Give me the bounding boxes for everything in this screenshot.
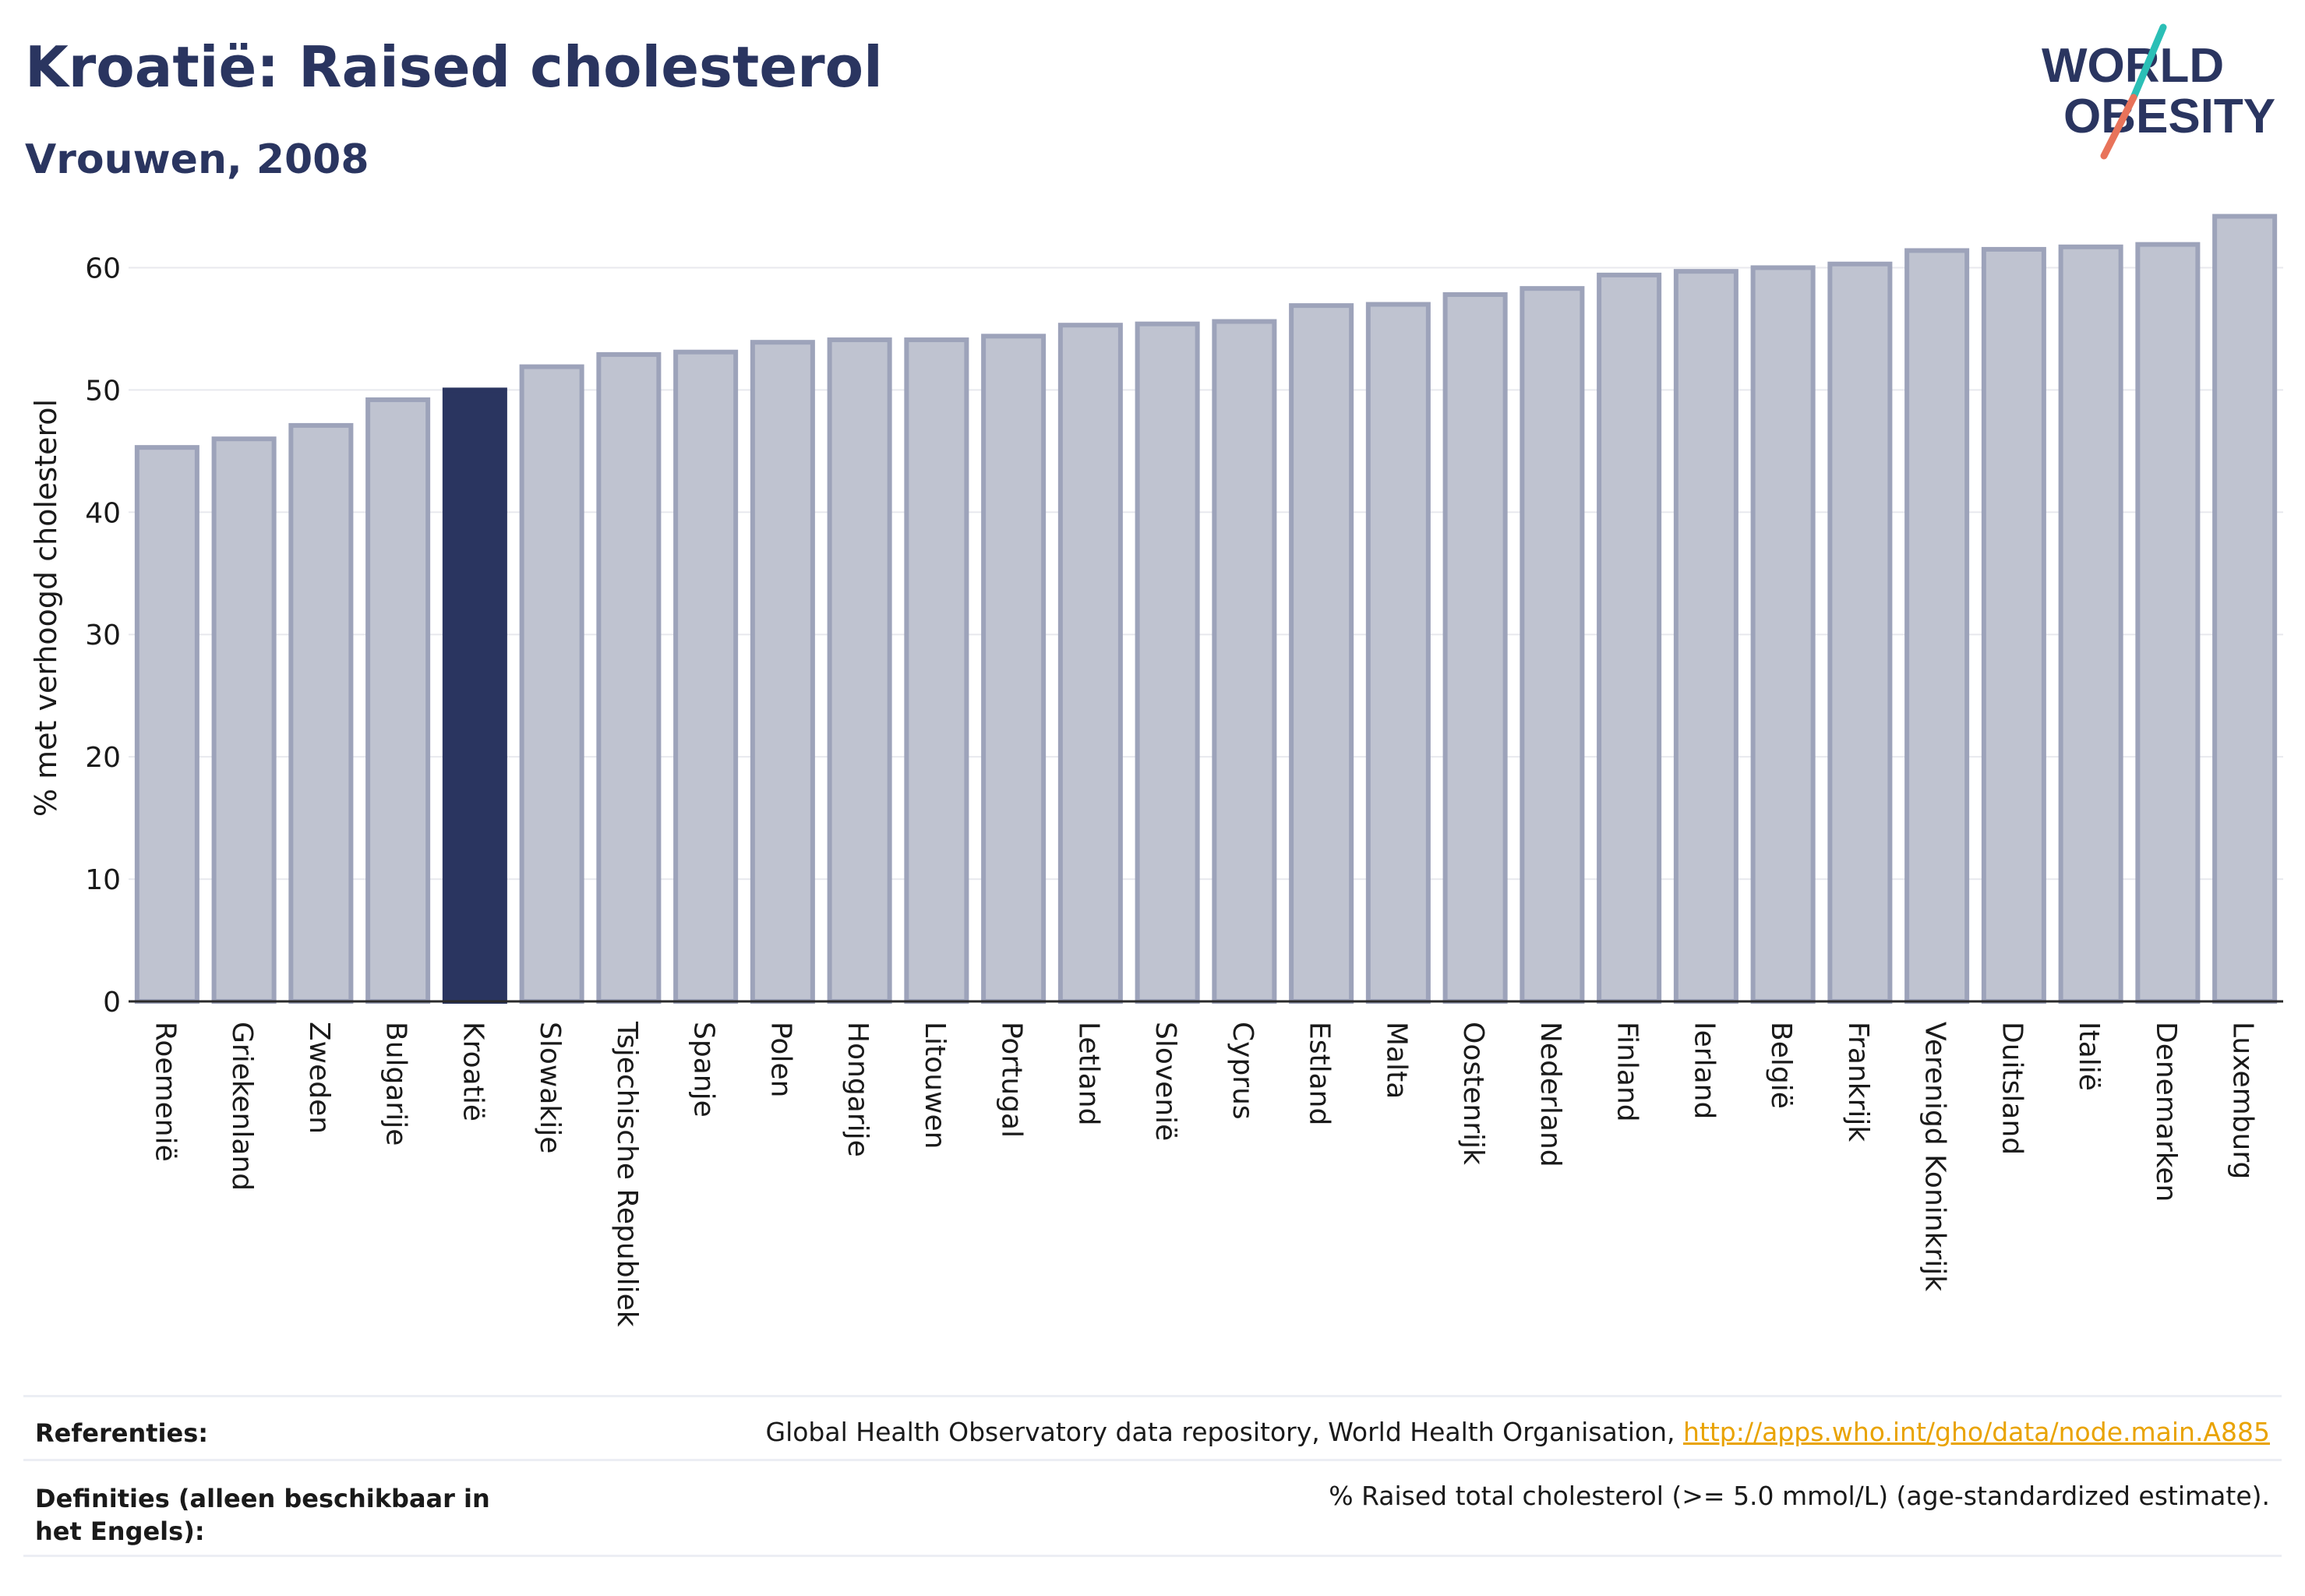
x-tick-label: Cyprus xyxy=(1227,1022,1258,1120)
bar-11[interactable] xyxy=(904,337,969,1004)
references-source: Global Health Observatory data repositor… xyxy=(765,1417,1675,1447)
bar-3[interactable] xyxy=(288,422,354,1004)
y-tick-label: 20 xyxy=(85,742,121,774)
x-tick-label: Spanje xyxy=(688,1022,720,1118)
x-tick-label: Finland xyxy=(1611,1022,1643,1122)
references-text: Global Health Observatory data repositor… xyxy=(766,1417,2271,1447)
logo-line1: WORLD xyxy=(2042,39,2224,93)
label-layer: 0 10 20 30 40 50 60 Roemenië Griekenland Zweden Bu… xyxy=(85,252,2258,1326)
y-tick-label: 40 xyxy=(85,497,121,529)
y-tick-label: 60 xyxy=(85,252,121,284)
definitions-text: % Raised total cholesterol (>= 5.0 mmol/… xyxy=(1329,1481,2270,1511)
bar-layer xyxy=(134,214,2278,1005)
bar-21[interactable] xyxy=(1673,269,1738,1004)
bar-28[interactable] xyxy=(2212,214,2278,1004)
x-tick-label: Portugal xyxy=(996,1022,1028,1138)
logo-slash-top xyxy=(2130,23,2167,101)
x-tick-label: Frankrijk xyxy=(1842,1022,1874,1142)
bar-4[interactable] xyxy=(365,397,431,1004)
bar-9[interactable] xyxy=(750,340,815,1004)
bar-19[interactable] xyxy=(1520,286,1585,1004)
bar-15[interactable] xyxy=(1212,319,1277,1004)
bar-13[interactable] xyxy=(1057,323,1123,1004)
bar-23[interactable] xyxy=(1827,261,1893,1004)
bar-6[interactable] xyxy=(519,364,584,1005)
bar-2[interactable] xyxy=(211,436,277,1004)
x-tick-label: Polen xyxy=(764,1022,796,1097)
y-tick-label: 30 xyxy=(85,620,121,651)
bar-27[interactable] xyxy=(2135,242,2201,1004)
definitions-label: Definities (alleen beschikbaar in het En… xyxy=(35,1484,490,1546)
x-tick-label: Luxemburg xyxy=(2227,1022,2259,1179)
bar-26[interactable] xyxy=(2058,244,2123,1004)
x-tick-label: Slowakije xyxy=(534,1022,566,1153)
bar-22[interactable] xyxy=(1750,265,1816,1004)
y-tick-label: 10 xyxy=(85,864,121,896)
bar-18[interactable] xyxy=(1442,291,1508,1004)
x-tick-label: Nederland xyxy=(1534,1022,1566,1167)
x-tick-label: Roemenië xyxy=(149,1022,181,1162)
references-link[interactable]: http://apps.who.int/gho/data/node.main.A… xyxy=(1682,1417,2270,1447)
bar-24[interactable] xyxy=(1904,248,1970,1004)
x-tick-label: Slovenië xyxy=(1149,1022,1181,1141)
x-tick-label: Kroatië xyxy=(457,1022,489,1121)
x-tick-label: België xyxy=(1765,1022,1797,1109)
x-tick-label: Denemarken xyxy=(2150,1022,2182,1202)
footer-divider-middle xyxy=(23,1459,2282,1461)
page-subtitle: Vrouwen, 2008 xyxy=(25,136,369,183)
x-tick-label: Litouwen xyxy=(919,1022,951,1149)
x-tick-label: Duitsland xyxy=(1996,1022,2028,1155)
references-label: Referenties: xyxy=(35,1418,209,1448)
x-tick-label: Italië xyxy=(2073,1022,2105,1091)
x-tick-label: Griekenland xyxy=(226,1022,258,1191)
bar-14[interactable] xyxy=(1135,321,1200,1004)
x-tick-label: Bulgarije xyxy=(380,1022,412,1146)
x-tick-label: Hongarije xyxy=(842,1022,874,1157)
bar-20[interactable] xyxy=(1597,272,1662,1004)
bar-25[interactable] xyxy=(1981,246,2046,1004)
x-tick-label: Tsjechische Republiek xyxy=(611,1021,643,1327)
bar-17[interactable] xyxy=(1365,302,1431,1004)
y-axis-label: % met verhoogd cholesterol xyxy=(29,399,63,817)
y-tick-label: 50 xyxy=(85,375,121,407)
bar-10[interactable] xyxy=(827,337,892,1004)
x-tick-label: Oostenrijk xyxy=(1457,1022,1489,1165)
x-tick-label: Zweden xyxy=(303,1022,335,1134)
logo-slash-bottom xyxy=(2100,94,2137,160)
footer-divider-bottom xyxy=(23,1555,2282,1557)
bar-5[interactable] xyxy=(442,387,507,1004)
x-tick-label: Letland xyxy=(1072,1022,1104,1125)
world-obesity-logo: WORLD OBESITY xyxy=(2042,23,2275,160)
x-tick-label: Ierland xyxy=(1688,1022,1720,1119)
page-title: Kroatië: Raised cholesterol xyxy=(25,34,883,100)
footer-divider-top xyxy=(23,1395,2282,1397)
logo-line2: OBESITY xyxy=(2063,90,2275,143)
bar-8[interactable] xyxy=(673,349,739,1004)
y-tick-label: 0 xyxy=(103,987,121,1019)
bar-16[interactable] xyxy=(1289,303,1354,1005)
x-tick-label: Malta xyxy=(1380,1022,1412,1099)
x-tick-label: Estland xyxy=(1304,1022,1336,1125)
bar-12[interactable] xyxy=(981,334,1047,1005)
bar-1[interactable] xyxy=(134,445,199,1004)
bar-7[interactable] xyxy=(596,351,662,1004)
x-tick-label: Verenigd Koninkrijk xyxy=(1919,1022,1951,1291)
